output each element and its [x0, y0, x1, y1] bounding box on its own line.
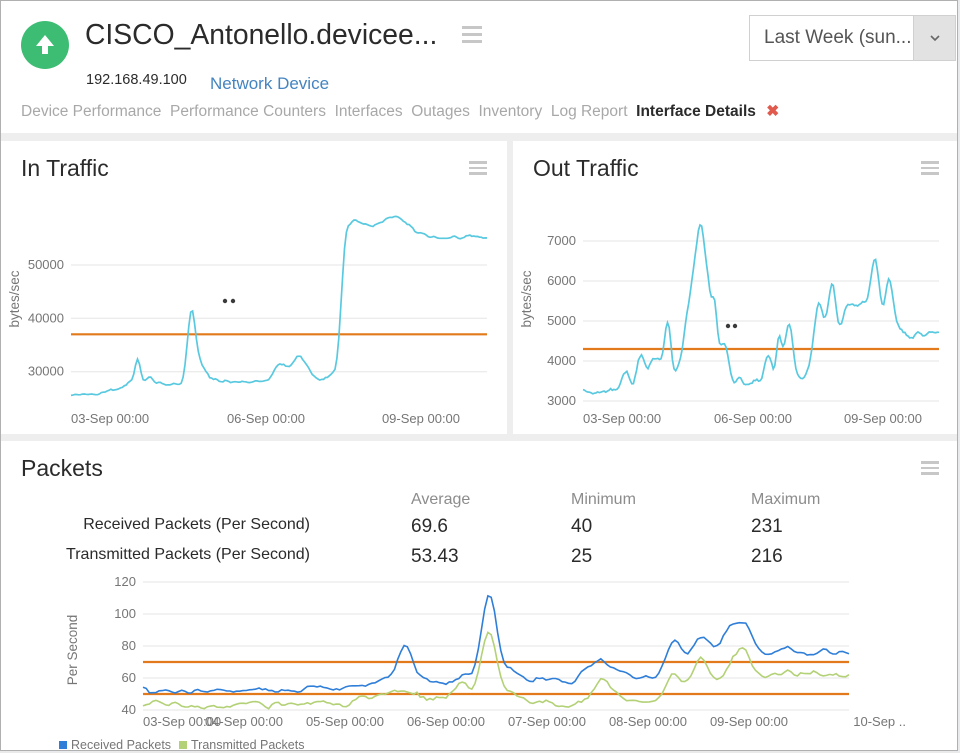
svg-text:06-Sep 00:00: 06-Sep 00:00: [407, 714, 485, 729]
svg-text:bytes/sec: bytes/sec: [519, 270, 534, 327]
svg-text:08-Sep 00:00: 08-Sep 00:00: [609, 714, 687, 729]
svg-text:05-Sep 00:00: 05-Sep 00:00: [306, 714, 384, 729]
svg-text:5000: 5000: [547, 313, 576, 328]
svg-text:09-Sep 00:00: 09-Sep 00:00: [382, 411, 460, 426]
svg-text:06-Sep 00:00: 06-Sep 00:00: [714, 411, 792, 426]
svg-text:bytes/sec: bytes/sec: [7, 270, 22, 327]
svg-text:10-Sep ..: 10-Sep ..: [853, 714, 906, 729]
svg-text:03-Sep 00:00: 03-Sep 00:00: [71, 411, 149, 426]
svg-text:80: 80: [122, 638, 136, 653]
svg-text:120: 120: [114, 574, 136, 589]
svg-text:03-Sep 00:00: 03-Sep 00:00: [583, 411, 661, 426]
svg-text:06-Sep 00:00: 06-Sep 00:00: [227, 411, 305, 426]
svg-text:Received Packets: Received Packets: [71, 738, 171, 750]
svg-text:09-Sep 00:00: 09-Sep 00:00: [710, 714, 788, 729]
svg-text:60: 60: [122, 670, 136, 685]
svg-text:7000: 7000: [547, 233, 576, 248]
svg-text:Per Second: Per Second: [65, 615, 80, 686]
svg-text:30000: 30000: [28, 364, 64, 379]
svg-text:6000: 6000: [547, 273, 576, 288]
svg-text:07-Sep 00:00: 07-Sep 00:00: [508, 714, 586, 729]
svg-text:04-Sep 00:00: 04-Sep 00:00: [205, 714, 283, 729]
svg-text:40000: 40000: [28, 310, 64, 325]
svg-text:50000: 50000: [28, 257, 64, 272]
svg-text:09-Sep 00:00: 09-Sep 00:00: [844, 411, 922, 426]
svg-text:3000: 3000: [547, 393, 576, 408]
svg-text:Transmitted Packets: Transmitted Packets: [191, 738, 304, 750]
svg-text:100: 100: [114, 606, 136, 621]
svg-text:4000: 4000: [547, 353, 576, 368]
svg-text:40: 40: [122, 702, 136, 717]
